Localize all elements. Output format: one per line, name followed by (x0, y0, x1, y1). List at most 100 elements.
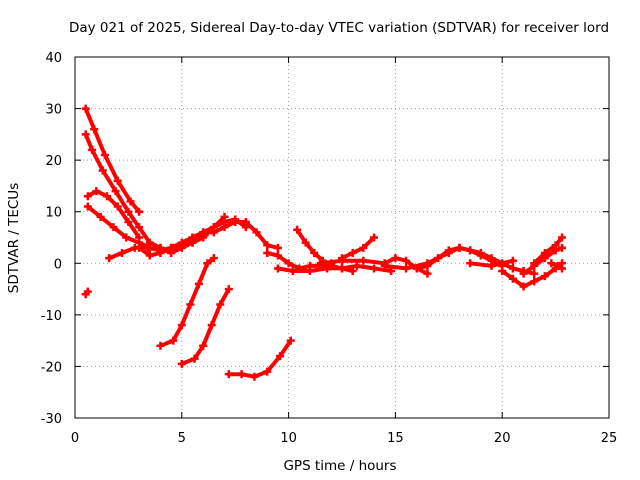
data-point (98, 166, 107, 175)
y-axis-label: SDTVAR / TECUs (6, 183, 22, 293)
x-tick-label: 0 (71, 431, 79, 446)
data-point (466, 246, 475, 255)
data-point (551, 241, 560, 250)
data-point (519, 282, 528, 291)
data-point (348, 267, 357, 276)
data-point (100, 150, 109, 159)
data-point (216, 300, 225, 309)
data-point (359, 243, 368, 252)
series-arc-19 (412, 243, 539, 278)
y-tick-label: 30 (45, 103, 62, 118)
data-point (530, 277, 539, 286)
data-point (391, 254, 400, 263)
data-point (207, 321, 216, 330)
data-point (177, 359, 186, 368)
data-point (359, 256, 368, 265)
data-point (476, 248, 485, 257)
data-point (530, 259, 539, 268)
data-point (199, 341, 208, 350)
data-point (540, 272, 549, 281)
data-point (237, 370, 246, 379)
data-point (540, 248, 549, 257)
data-point (145, 251, 154, 260)
data-point (519, 269, 528, 278)
series-line (532, 235, 564, 266)
data-point (305, 267, 314, 276)
data-point (310, 248, 319, 257)
series-line (179, 287, 231, 366)
series-arc-16 (338, 233, 379, 263)
data-point (286, 336, 295, 345)
data-point (209, 228, 218, 237)
data-point (402, 264, 411, 273)
data-point (434, 254, 443, 263)
data-point (547, 259, 556, 268)
data-point (113, 202, 122, 211)
series-arc-10 (156, 254, 218, 350)
data-point (143, 243, 152, 252)
data-point (508, 274, 517, 283)
data-point (338, 256, 346, 265)
data-point (558, 264, 567, 273)
data-point (96, 212, 105, 221)
series-arc-01 (81, 104, 144, 216)
data-point (444, 248, 453, 257)
data-point (177, 321, 186, 330)
data-point (177, 243, 186, 252)
data-point (81, 130, 90, 139)
data-point (466, 259, 475, 268)
series-arc-23 (530, 233, 567, 268)
x-tick-label: 25 (601, 431, 618, 446)
data-point (273, 264, 282, 273)
data-point (553, 261, 562, 270)
data-point (188, 233, 197, 242)
data-point (423, 269, 432, 278)
series-arc-20 (466, 256, 517, 270)
data-point (199, 228, 208, 237)
data-point (83, 287, 92, 296)
data-point (370, 233, 379, 242)
data-point (263, 367, 272, 376)
data-point (124, 218, 133, 227)
data-point (126, 197, 135, 206)
data-point (156, 243, 165, 252)
data-point (455, 243, 464, 252)
series-line (226, 338, 293, 379)
data-point (92, 187, 101, 196)
data-point (105, 254, 114, 263)
data-point (558, 233, 567, 242)
series-arc-09 (188, 218, 282, 252)
data-point (135, 207, 144, 216)
series-arc-24 (547, 259, 567, 273)
x-tick-label: 5 (178, 431, 186, 446)
series-arc-06 (81, 287, 92, 299)
data-point (288, 267, 297, 276)
series-arc-21 (498, 259, 567, 291)
data-point (109, 223, 118, 232)
data-point (301, 238, 310, 247)
y-tick-label: -20 (41, 360, 62, 375)
data-point (530, 269, 539, 278)
data-point (273, 251, 282, 260)
data-point (498, 267, 507, 276)
y-tick-label: 10 (45, 206, 62, 221)
data-point (135, 223, 144, 232)
x-tick-label: 20 (494, 431, 511, 446)
data-point (122, 233, 131, 242)
data-point (284, 259, 293, 268)
y-tick-label: -30 (41, 412, 62, 427)
data-point (316, 259, 325, 268)
data-point (81, 104, 90, 113)
data-point (209, 254, 218, 263)
y-tick-label: 20 (45, 154, 62, 169)
y-tick-label: -10 (41, 309, 62, 324)
data-point (156, 341, 165, 350)
data-point (83, 202, 92, 211)
data-point (402, 256, 411, 265)
data-point (231, 218, 240, 227)
data-point (124, 207, 133, 216)
data-point (273, 243, 282, 252)
series-line (83, 132, 163, 250)
data-point (203, 259, 212, 268)
